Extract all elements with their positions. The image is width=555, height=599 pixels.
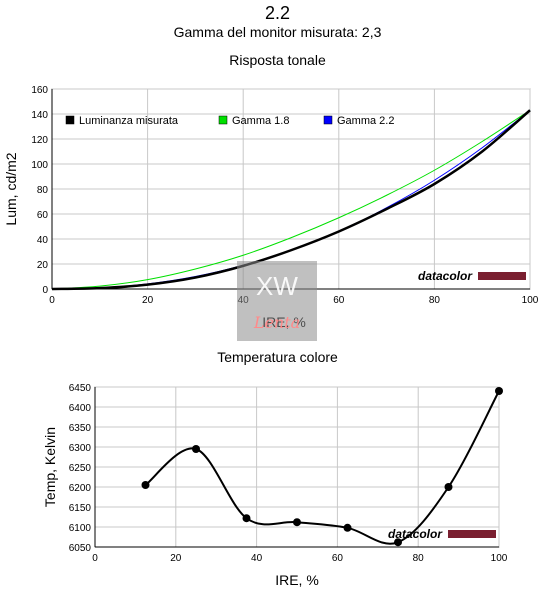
x-tick-label: 100 — [522, 295, 539, 306]
legend-entry: Gamma 1.8 — [232, 115, 289, 127]
page-title: 2.2 — [264, 3, 291, 23]
datacolor-logo-text: datacolor — [418, 269, 473, 283]
x-axis-label: IRE, % — [275, 572, 319, 588]
data-point — [394, 538, 402, 547]
x-tick-label: 20 — [142, 295, 154, 306]
data-point — [192, 445, 200, 453]
data-point — [444, 483, 453, 491]
y-tick-label: 6050 — [69, 543, 92, 554]
y-tick-label: 140 — [31, 110, 48, 121]
y-tick-label: 6150 — [69, 503, 92, 514]
y-tick-label: 6350 — [69, 423, 92, 434]
y-tick-label: 6100 — [69, 523, 92, 534]
y-tick-label: 20 — [37, 260, 49, 271]
y-tick-label: 100 — [31, 160, 48, 171]
datacolor-logo-bar — [478, 272, 526, 280]
color-temperature-chart-title: Temperatura colore — [217, 349, 338, 365]
legend-swatch — [218, 115, 228, 125]
series-line-gamma-1-8 — [51, 109, 531, 290]
datacolor-logo-bar — [448, 530, 496, 538]
x-tick-label: 20 — [170, 553, 182, 564]
gamma-subtitle: Gamma del monitor misurata: 2,3 — [173, 24, 382, 40]
x-tick-label: 60 — [332, 553, 344, 564]
y-tick-label: 40 — [37, 235, 49, 246]
y-tick-label: 160 — [31, 85, 48, 96]
y-tick-label: 6450 — [69, 383, 92, 394]
y-tick-label: 6200 — [69, 483, 92, 494]
watermark-mark: XW — [256, 271, 298, 301]
y-tick-label: 6300 — [69, 443, 92, 454]
y-tick-label: 6400 — [69, 403, 92, 414]
data-point — [242, 514, 251, 523]
data-point — [343, 523, 352, 532]
watermark-logo: XW Lenta — [237, 261, 317, 341]
x-tick-label: 100 — [491, 553, 508, 564]
x-tick-label: 80 — [413, 553, 425, 564]
y-tick-label: 80 — [37, 185, 49, 196]
y-axis-label: Lum, cd/m2 — [3, 152, 19, 225]
x-tick-label: 0 — [92, 553, 98, 564]
data-point — [495, 387, 503, 395]
legend-entry: Luminanza misurata — [79, 115, 179, 127]
x-tick-label: 0 — [49, 295, 55, 306]
legend-swatch — [323, 115, 333, 125]
watermark-script: Lenta — [253, 313, 300, 332]
tonal-response-chart-title: Risposta tonale — [229, 52, 326, 68]
data-point — [293, 518, 301, 527]
x-tick-label: 80 — [429, 295, 441, 306]
data-point — [141, 481, 150, 489]
legend-swatch — [65, 115, 75, 125]
y-tick-label: 6250 — [69, 463, 92, 474]
watermark-box — [237, 261, 317, 341]
series-line-luminanza-misurata — [51, 109, 531, 291]
x-tick-label: 40 — [251, 553, 263, 564]
y-axis-label: Temp, Kelvin — [42, 427, 58, 507]
x-tick-label: 60 — [333, 295, 345, 306]
y-tick-label: 0 — [42, 285, 48, 296]
y-tick-label: 120 — [31, 135, 48, 146]
legend-entry: Gamma 2.2 — [337, 115, 394, 127]
y-tick-label: 60 — [37, 210, 49, 221]
datacolor-logo-text: datacolor — [388, 527, 443, 541]
